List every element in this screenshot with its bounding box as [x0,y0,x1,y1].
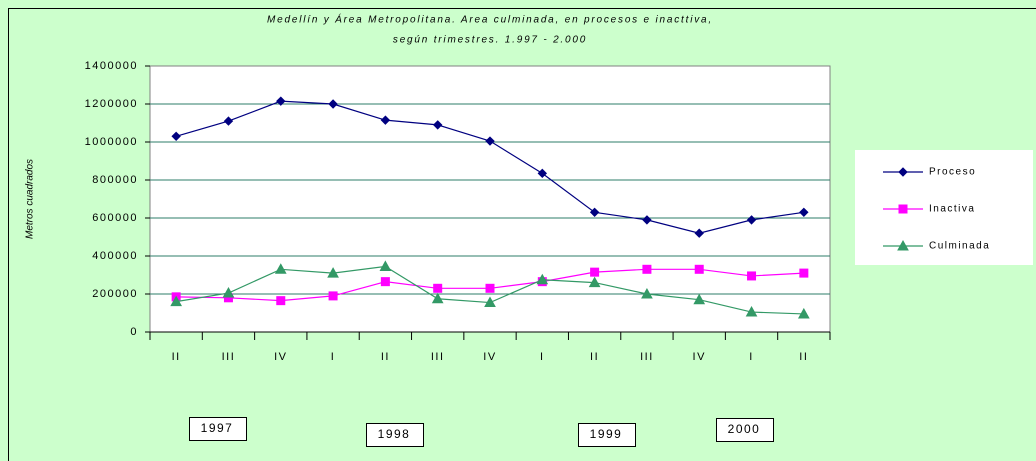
marker [379,260,392,271]
marker [276,296,286,306]
marker [642,264,652,274]
x-tick-label: III [640,351,654,363]
year-label: 2000 [728,422,761,436]
marker [589,207,600,218]
y-tick-label: 0 [130,326,138,338]
x-tick-label: I [749,351,754,363]
marker [380,115,391,125]
marker [171,131,181,142]
chart-title: Medellín y Área Metropolitana. Area culm… [267,13,713,26]
x-tick-label: I [540,351,545,363]
marker [799,207,809,218]
y-tick-label: 1000000 [85,136,138,148]
year-box [578,423,636,447]
marker [745,306,758,317]
marker [797,307,810,319]
marker [641,287,653,299]
marker [327,267,339,278]
year-box [716,418,774,442]
x-tick-label: II [799,351,808,363]
x-tick-label: II [381,351,390,363]
marker [484,296,496,308]
marker [431,292,444,304]
marker [898,167,908,177]
year-label: 1999 [590,427,623,441]
marker [274,263,287,274]
y-axis-label: Metros cuadrados [25,159,36,239]
marker [433,283,443,293]
marker [799,268,809,278]
y-tick-label: 1200000 [85,98,138,110]
legend-label: Culminada [929,241,990,252]
x-tick-label: II [590,351,599,363]
marker [537,168,548,179]
marker [536,273,549,285]
marker [694,228,704,238]
marker [897,239,909,251]
marker [328,99,338,109]
marker [898,204,908,214]
marker [747,271,757,281]
x-tick-label: IV [274,351,287,363]
marker [170,295,183,307]
x-tick-label: I [331,351,336,363]
y-tick-label: 600000 [92,212,138,224]
marker [328,291,338,301]
marker [590,267,600,277]
year-label: 1997 [201,421,234,435]
marker [693,293,706,305]
marker [485,136,495,146]
marker [588,276,601,288]
chart-subtitle: según trimestres. 1.997 - 2.000 [393,35,587,46]
marker [380,277,390,287]
marker [222,287,235,298]
x-tick-label: IV [693,351,706,363]
y-tick-label: 200000 [92,288,138,300]
chart-border [8,8,1036,461]
marker [223,116,234,126]
year-box [366,423,424,447]
x-tick-label: IV [483,351,496,363]
marker [485,283,495,293]
x-tick-label: III [431,351,445,363]
legend-label: Inactiva [929,204,975,215]
y-tick-label: 800000 [92,174,138,186]
marker [694,264,704,274]
x-tick-label: II [172,351,181,363]
year-box [189,417,247,441]
marker [642,215,652,225]
year-label: 1998 [378,427,411,441]
y-tick-label: 1400000 [85,60,138,72]
marker [746,215,757,225]
x-tick-label: III [222,351,236,363]
legend-label: Proceso [929,167,976,178]
y-tick-label: 400000 [92,250,138,262]
marker [276,96,286,106]
marker [432,120,443,130]
